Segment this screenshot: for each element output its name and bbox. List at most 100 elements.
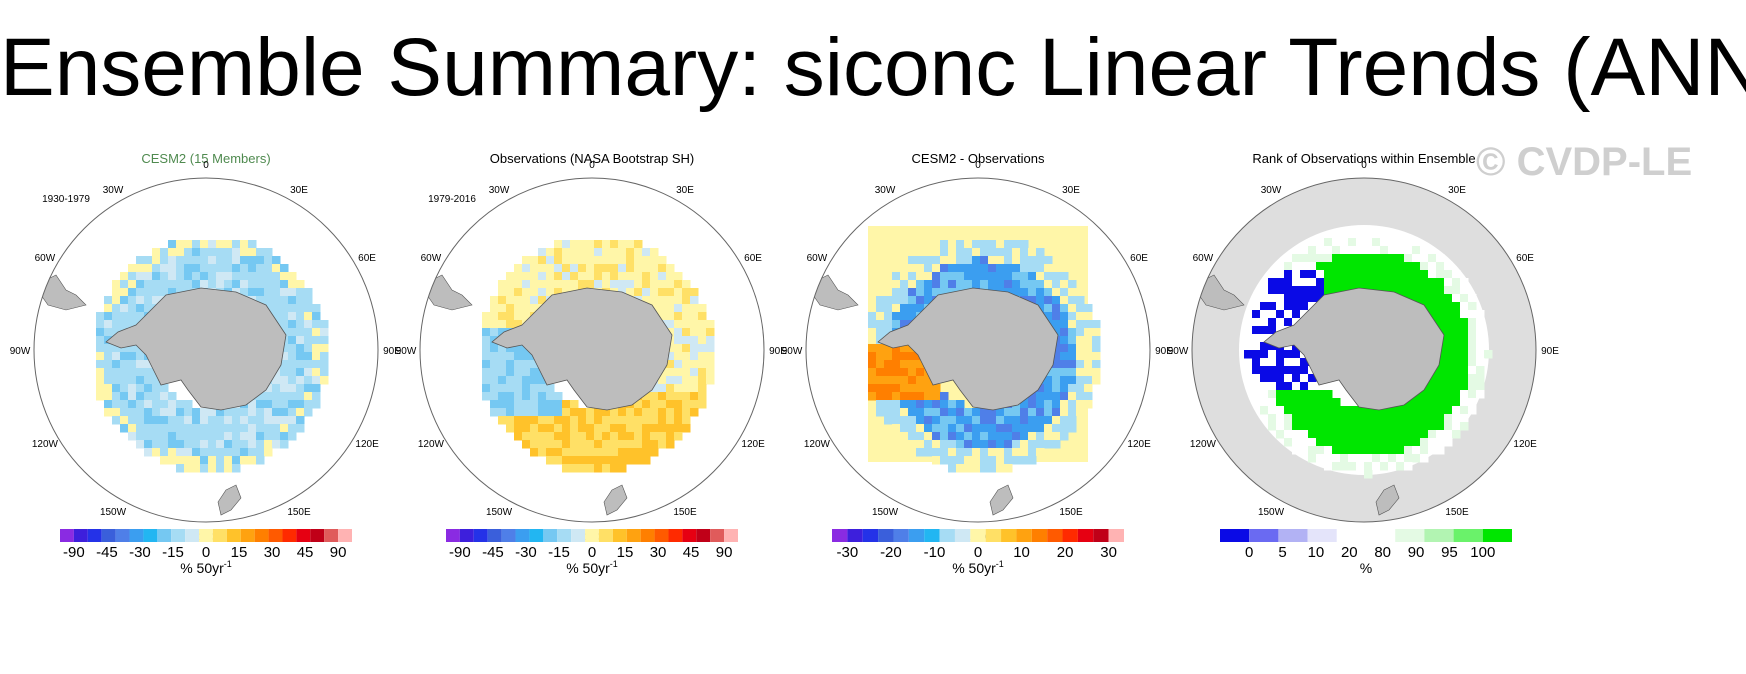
field-cell <box>304 336 313 345</box>
longitude-label: 30W <box>1261 185 1282 196</box>
field-cell <box>522 288 531 297</box>
field-cell <box>256 280 265 289</box>
longitude-label: 30W <box>875 185 896 196</box>
field-cell <box>248 264 257 273</box>
map-panel-1: CESM2 (15 Members)1930-1979030E60E90E120… <box>10 151 402 576</box>
field-cell <box>658 264 667 273</box>
field-cell <box>578 432 587 441</box>
field-cell <box>1252 310 1261 319</box>
field-cell <box>690 296 699 305</box>
field-cell <box>884 280 893 289</box>
field-cell <box>900 272 909 281</box>
field-cell <box>168 408 177 417</box>
field-cell <box>1436 310 1445 319</box>
field-cell <box>104 304 113 313</box>
field-cell <box>682 296 691 305</box>
field-cell <box>868 344 877 353</box>
field-cell <box>1276 398 1285 407</box>
field-cell <box>570 416 579 425</box>
field-cell <box>1060 416 1069 425</box>
field-cell <box>1260 358 1269 367</box>
longitude-label: 30E <box>290 185 308 196</box>
field-cell <box>200 248 209 257</box>
field-cell <box>1412 430 1421 439</box>
field-cell <box>538 376 547 385</box>
field-cell <box>1260 334 1269 343</box>
field-cell <box>1364 462 1373 471</box>
field-cell <box>1428 414 1437 423</box>
field-cell <box>176 432 185 441</box>
field-cell <box>1052 432 1061 441</box>
field-cell <box>96 312 105 321</box>
field-cell <box>280 384 289 393</box>
field-cell <box>698 336 707 345</box>
field-cell <box>900 360 909 369</box>
field-cell <box>120 344 129 353</box>
field-cell <box>112 376 121 385</box>
colorbar-label: % 50yr-1 <box>566 559 618 576</box>
field-cell <box>618 240 627 249</box>
field-cell <box>296 304 305 313</box>
field-cell <box>666 272 675 281</box>
field-cell <box>1292 422 1301 431</box>
field-cell <box>1372 270 1381 279</box>
field-cell <box>1036 392 1045 401</box>
field-cell <box>120 352 129 361</box>
field-cell <box>272 288 281 297</box>
field-cell <box>674 368 683 377</box>
field-cell <box>1444 270 1453 279</box>
field-cell <box>144 256 153 265</box>
field-cell <box>538 248 547 257</box>
field-cell <box>682 384 691 393</box>
field-cell <box>176 400 185 409</box>
field-cell <box>1468 334 1477 343</box>
field-cell <box>956 256 965 265</box>
field-cell <box>1396 406 1405 415</box>
field-cell <box>570 448 579 457</box>
field-cell <box>1468 318 1477 327</box>
field-cell <box>1060 392 1069 401</box>
field-cell <box>1348 262 1357 271</box>
field-cell <box>1452 374 1461 383</box>
field-cell <box>208 248 217 257</box>
field-cell <box>1356 246 1365 255</box>
longitude-label: 60W <box>807 253 828 264</box>
colorbar-swatch <box>1047 529 1063 542</box>
field-cell <box>514 368 523 377</box>
field-cell <box>940 280 949 289</box>
field-cell <box>304 328 313 337</box>
field-cell <box>884 304 893 313</box>
field-cell <box>482 384 491 393</box>
colorbar-swatch <box>626 529 641 542</box>
field-cell <box>594 280 603 289</box>
field-cell <box>280 440 289 449</box>
field-cell <box>184 440 193 449</box>
field-cell <box>868 376 877 385</box>
field-cell <box>1348 238 1357 247</box>
field-cell <box>1332 414 1341 423</box>
field-cell <box>530 368 539 377</box>
field-cell <box>1060 312 1069 321</box>
field-cell <box>160 424 169 433</box>
field-cell <box>642 408 651 417</box>
field-cell <box>634 408 643 417</box>
field-cell <box>490 376 499 385</box>
field-cell <box>956 280 965 289</box>
field-cell <box>136 408 145 417</box>
field-cell <box>972 256 981 265</box>
field-cell <box>876 304 885 313</box>
field-cell <box>1060 280 1069 289</box>
field-cell <box>594 456 603 465</box>
colorbar-swatch <box>585 529 599 542</box>
field-cell <box>1036 408 1045 417</box>
field-cell <box>1308 454 1317 463</box>
map-boundary <box>33 177 379 523</box>
field-cell <box>240 240 249 249</box>
colorbar-tick-label: 0 <box>1245 544 1253 561</box>
colorbar-tick-label: -10 <box>924 544 946 561</box>
field-cell <box>1276 390 1285 399</box>
field-cell <box>160 264 169 273</box>
field-cell <box>1468 310 1477 319</box>
field-cell <box>650 272 659 281</box>
field-cell <box>112 328 121 337</box>
